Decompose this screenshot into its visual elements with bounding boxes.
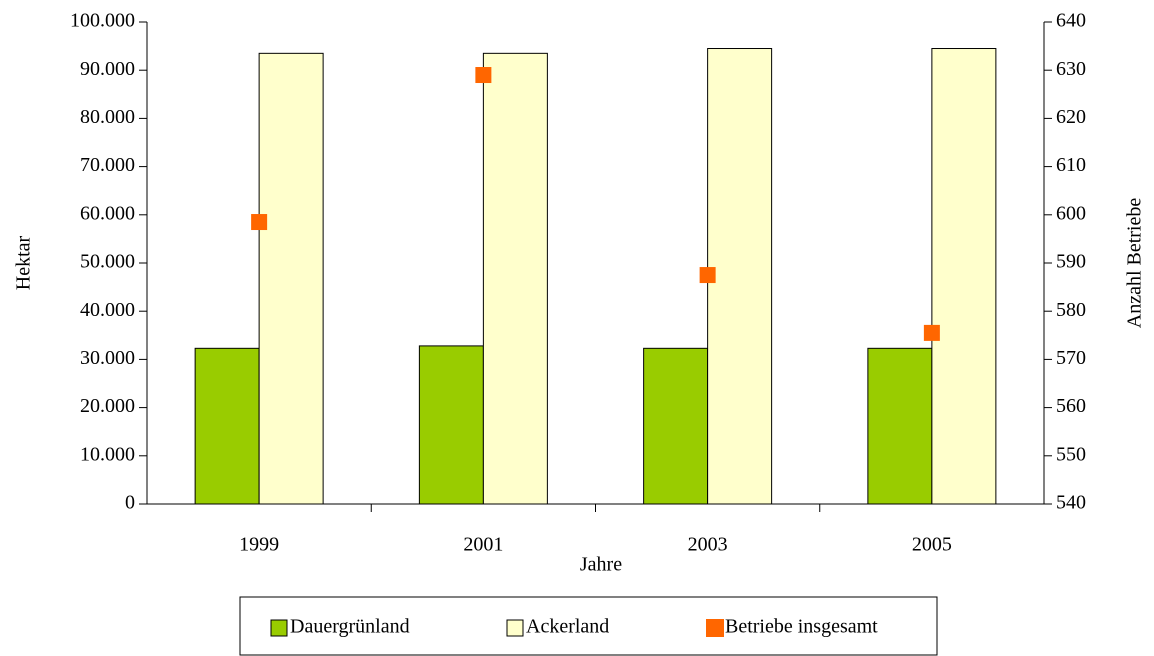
marker [699, 267, 716, 284]
y2-tick-label: 630 [1056, 58, 1086, 80]
legend-label: Dauergrünland [290, 616, 410, 638]
marker [923, 324, 940, 341]
y-tick-label: 20.000 [80, 395, 135, 417]
x-tick-label: 2005 [912, 534, 952, 556]
y-axis-title: Hektar [13, 235, 35, 290]
y-tick-label: 40.000 [80, 299, 135, 321]
y2-axis-title: Anzahl Betriebe [1124, 198, 1146, 329]
y2-tick-label: 590 [1056, 251, 1086, 273]
y-tick-label: 50.000 [80, 251, 135, 273]
bar [867, 347, 933, 505]
legend-swatch [706, 619, 724, 637]
bar [707, 48, 773, 505]
marker [251, 214, 268, 231]
y-tick-label: 100.000 [70, 10, 135, 32]
legend-label: Ackerland [526, 616, 609, 638]
x-tick-label: 1999 [239, 534, 279, 556]
legend-swatch [506, 619, 524, 637]
x-tick-label: 2003 [688, 534, 728, 556]
bar [931, 48, 997, 505]
y2-tick-label: 610 [1056, 154, 1086, 176]
y2-tick-label: 580 [1056, 299, 1086, 321]
y2-tick-label: 550 [1056, 443, 1086, 465]
y2-tick-label: 640 [1056, 10, 1086, 32]
y2-tick-label: 540 [1056, 492, 1086, 514]
y-tick-label: 30.000 [80, 347, 135, 369]
x-axis-title: Jahre [580, 554, 622, 576]
y-tick-label: 60.000 [80, 202, 135, 224]
legend-box [239, 596, 938, 656]
marker [475, 67, 492, 84]
y-tick-label: 70.000 [80, 154, 135, 176]
bar [418, 345, 484, 505]
legend-swatch [270, 619, 288, 637]
y2-tick-label: 620 [1056, 106, 1086, 128]
y2-tick-label: 560 [1056, 395, 1086, 417]
y2-tick-label: 570 [1056, 347, 1086, 369]
x-tick-label: 2001 [463, 534, 503, 556]
y-tick-label: 80.000 [80, 106, 135, 128]
y-tick-label: 90.000 [80, 58, 135, 80]
bar [194, 347, 260, 505]
bar [643, 347, 709, 505]
legend-label: Betriebe insgesamt [725, 616, 878, 638]
bar [258, 52, 324, 505]
bar [482, 52, 548, 505]
y-tick-label: 10.000 [80, 443, 135, 465]
y-tick-label: 0 [125, 492, 135, 514]
y2-tick-label: 600 [1056, 202, 1086, 224]
